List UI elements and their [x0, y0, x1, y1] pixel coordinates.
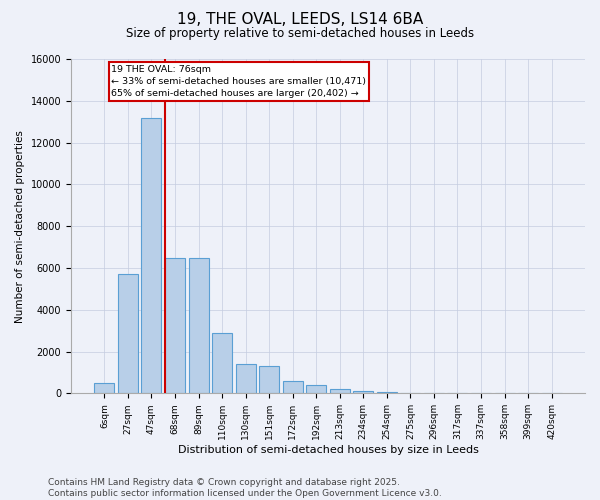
- Bar: [400, 392, 421, 394]
- Bar: [377, 392, 397, 394]
- Bar: [165, 258, 185, 394]
- Bar: [94, 383, 115, 394]
- Bar: [236, 364, 256, 394]
- Bar: [142, 118, 161, 394]
- Text: 19 THE OVAL: 76sqm
← 33% of semi-detached houses are smaller (10,471)
65% of sem: 19 THE OVAL: 76sqm ← 33% of semi-detache…: [112, 66, 367, 98]
- Bar: [259, 366, 279, 394]
- Bar: [212, 332, 232, 394]
- Y-axis label: Number of semi-detached properties: Number of semi-detached properties: [15, 130, 25, 322]
- X-axis label: Distribution of semi-detached houses by size in Leeds: Distribution of semi-detached houses by …: [178, 445, 478, 455]
- Bar: [353, 390, 373, 394]
- Text: 19, THE OVAL, LEEDS, LS14 6BA: 19, THE OVAL, LEEDS, LS14 6BA: [177, 12, 423, 28]
- Bar: [283, 381, 303, 394]
- Bar: [118, 274, 138, 394]
- Text: Size of property relative to semi-detached houses in Leeds: Size of property relative to semi-detach…: [126, 28, 474, 40]
- Bar: [330, 389, 350, 394]
- Text: Contains HM Land Registry data © Crown copyright and database right 2025.
Contai: Contains HM Land Registry data © Crown c…: [48, 478, 442, 498]
- Bar: [306, 385, 326, 394]
- Bar: [188, 258, 209, 394]
